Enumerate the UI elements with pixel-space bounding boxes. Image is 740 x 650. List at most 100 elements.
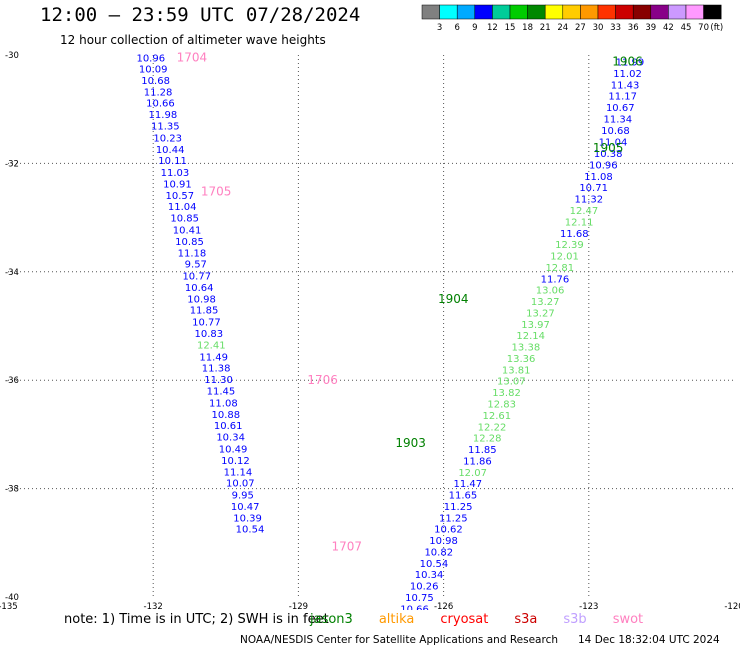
- swh-value: 11.03: [161, 168, 190, 179]
- swh-value: 10.82: [424, 547, 453, 558]
- lon-tick-label: -129: [289, 602, 308, 610]
- swh-value: 10.54: [236, 525, 265, 536]
- colorbar-swatch: [474, 4, 493, 20]
- swh-value: 13.38: [512, 343, 541, 354]
- colorbar-label: 45: [681, 23, 692, 33]
- colorbar-swatch: [421, 4, 440, 20]
- track-1903: 11.9911.0211.4311.1710.6711.3410.6811.04…: [400, 58, 644, 610]
- swh-value: 11.86: [463, 456, 492, 467]
- swh-value: 11.25: [439, 513, 468, 524]
- swh-value: 13.81: [502, 365, 531, 376]
- swh-value: 12.22: [478, 422, 507, 433]
- swh-value: 13.27: [531, 297, 560, 308]
- swh-value: 12.07: [458, 468, 487, 479]
- lat-tick-label: -40: [5, 593, 19, 603]
- timestamp: 14 Dec 18:32:04 UTC 2024: [578, 634, 720, 646]
- satellite-altika: altika: [378, 612, 415, 627]
- swh-value: 11.30: [204, 375, 233, 386]
- swh-value: 12.83: [487, 400, 516, 411]
- colorbar-swatch: [509, 4, 528, 20]
- colorbar-label: 36: [628, 23, 639, 33]
- swh-value: 10.91: [163, 179, 192, 190]
- swh-value: 10.62: [434, 525, 463, 536]
- swh-value: 10.47: [231, 502, 260, 513]
- lon-tick-label: -123: [579, 602, 598, 610]
- swh-value: 10.66: [146, 99, 175, 110]
- colorbar-label: 3: [437, 23, 442, 33]
- swh-value: 10.96: [136, 54, 165, 65]
- swh-value: 10.57: [165, 191, 194, 202]
- axis-ticks: -135 -132 -129 -126 -123 -120 -30 -32 -34 -36 -38 -…: [0, 51, 740, 610]
- swh-value: 11.34: [604, 114, 633, 125]
- credit-text: NOAA/NESDIS Center for Satellite Applica…: [240, 634, 558, 646]
- pass-time: 1707: [332, 540, 363, 554]
- swh-value: 11.35: [151, 121, 180, 132]
- colorbar-label: 6: [454, 23, 459, 33]
- colorbar-swatch: [703, 4, 722, 20]
- pass-time: 1705: [201, 185, 232, 199]
- track-1704: 10.9610.0910.6811.2810.6611.9811.3510.23…: [136, 54, 264, 536]
- lon-tick-label: -135: [0, 602, 18, 610]
- swh-value: 10.34: [216, 433, 245, 444]
- swh-value: 11.17: [608, 92, 637, 103]
- swh-value: 10.26: [410, 582, 439, 593]
- swh-value: 13.07: [497, 377, 526, 388]
- swh-value: 11.04: [599, 138, 628, 149]
- swh-value: 10.54: [420, 559, 449, 570]
- swh-value: 10.61: [214, 421, 243, 432]
- swh-value: 11.14: [224, 467, 253, 478]
- swh-value: 10.96: [589, 160, 618, 171]
- swh-value: 12.28: [473, 434, 502, 445]
- swh-value: 11.65: [449, 491, 478, 502]
- swh-value: 13.82: [492, 388, 521, 399]
- swh-value: 9.57: [185, 260, 207, 271]
- pass-time: 1903: [395, 436, 426, 450]
- satellite-legend: jason3 altika cryosat s3a s3b swot: [310, 612, 669, 627]
- swh-value: 11.08: [584, 172, 613, 183]
- lat-tick-label: -36: [5, 376, 19, 386]
- swh-value: 10.09: [139, 65, 168, 76]
- swh-value: 11.38: [202, 364, 231, 375]
- satellite-jason3: jason3: [310, 612, 353, 627]
- swh-value: 10.07: [226, 479, 255, 490]
- swh-value: 12.47: [570, 206, 599, 217]
- swh-value: 12.61: [483, 411, 512, 422]
- pass-time: 1906: [612, 54, 643, 68]
- colorbar-label: 42: [663, 23, 674, 33]
- swh-value: 10.66: [400, 604, 429, 610]
- colorbar-label: 30: [593, 23, 604, 33]
- colorbar-label: 39: [645, 23, 656, 33]
- satellite-s3a: s3a: [514, 612, 538, 627]
- credit-line: NOAA/NESDIS Center for Satellite Applica…: [240, 634, 720, 646]
- colorbar-swatch: [650, 4, 669, 20]
- swh-value: 10.11: [158, 156, 187, 167]
- swh-value: 10.83: [195, 329, 224, 340]
- colorbar-swatch: [527, 4, 546, 20]
- colorbar-swatch: [685, 4, 704, 20]
- swh-value: 11.04: [168, 202, 197, 213]
- satellite-swot: swot: [612, 612, 644, 627]
- swh-value: 12.81: [545, 263, 574, 274]
- satellite-cryosat: cryosat: [440, 612, 489, 627]
- swh-value: 10.88: [211, 410, 240, 421]
- colorbar-swatch: [615, 4, 634, 20]
- swh-value: 11.85: [190, 306, 219, 317]
- swh-value: 13.97: [521, 320, 550, 331]
- swh-value: 10.39: [233, 513, 262, 524]
- map-grid: [8, 55, 734, 597]
- swh-value: 11.08: [209, 398, 238, 409]
- lat-tick-label: -38: [5, 485, 19, 495]
- swh-value: 10.41: [173, 226, 202, 237]
- colorbar-unit: (ft): [710, 23, 723, 33]
- swh-value: 11.98: [149, 110, 178, 121]
- swh-value: 12.14: [516, 331, 545, 342]
- colorbar-label: 18: [522, 23, 533, 33]
- colorbar-label: 33: [610, 23, 621, 33]
- swh-value: 10.44: [156, 145, 185, 156]
- swh-value: 10.68: [141, 76, 170, 87]
- pass-time: 1904: [438, 292, 469, 306]
- swh-value: 11.43: [611, 80, 640, 91]
- lon-tick-label: -120: [724, 602, 740, 610]
- swh-value: 10.75: [405, 593, 434, 604]
- swh-value: 11.47: [453, 479, 482, 490]
